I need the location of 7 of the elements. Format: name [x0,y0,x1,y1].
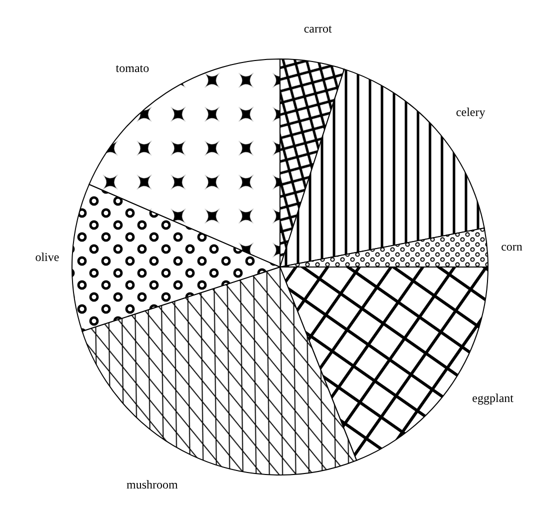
slice-label: mushroom [126,477,179,492]
slice-label: carrot [304,21,332,36]
slice-label: olive [35,250,60,264]
slice-label: corn [501,239,522,254]
slice-label: tomato [116,60,150,75]
slice-label: eggplant [472,390,514,405]
slice-label: celery [456,105,486,120]
